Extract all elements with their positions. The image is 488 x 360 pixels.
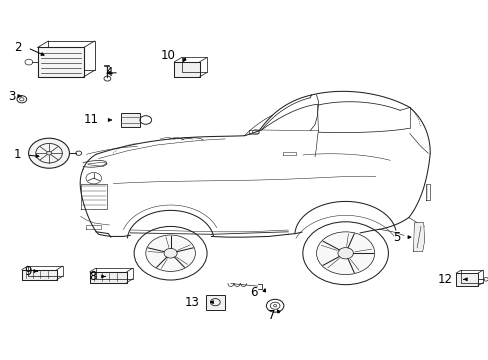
Text: 10: 10 xyxy=(160,49,175,62)
Text: 6: 6 xyxy=(250,286,258,299)
Text: 11: 11 xyxy=(83,113,99,126)
Text: 7: 7 xyxy=(267,309,275,321)
Circle shape xyxy=(46,152,51,155)
Text: 9: 9 xyxy=(24,265,31,278)
Bar xyxy=(90,272,126,283)
Circle shape xyxy=(29,138,69,168)
Text: 5: 5 xyxy=(392,231,399,244)
Circle shape xyxy=(145,235,195,271)
Polygon shape xyxy=(413,223,424,251)
Circle shape xyxy=(337,248,353,259)
Text: 8: 8 xyxy=(89,270,96,283)
Bar xyxy=(38,48,83,77)
Text: 3: 3 xyxy=(9,90,16,103)
Text: 1: 1 xyxy=(13,148,21,162)
Bar xyxy=(205,295,224,310)
Circle shape xyxy=(316,232,374,275)
Text: 13: 13 xyxy=(184,296,200,309)
Bar xyxy=(120,113,140,127)
Text: 12: 12 xyxy=(437,273,452,286)
Text: 4: 4 xyxy=(105,66,113,79)
Circle shape xyxy=(163,248,177,258)
Bar xyxy=(174,62,200,77)
Text: 2: 2 xyxy=(14,41,22,54)
Bar xyxy=(455,273,477,285)
Bar xyxy=(22,270,57,280)
